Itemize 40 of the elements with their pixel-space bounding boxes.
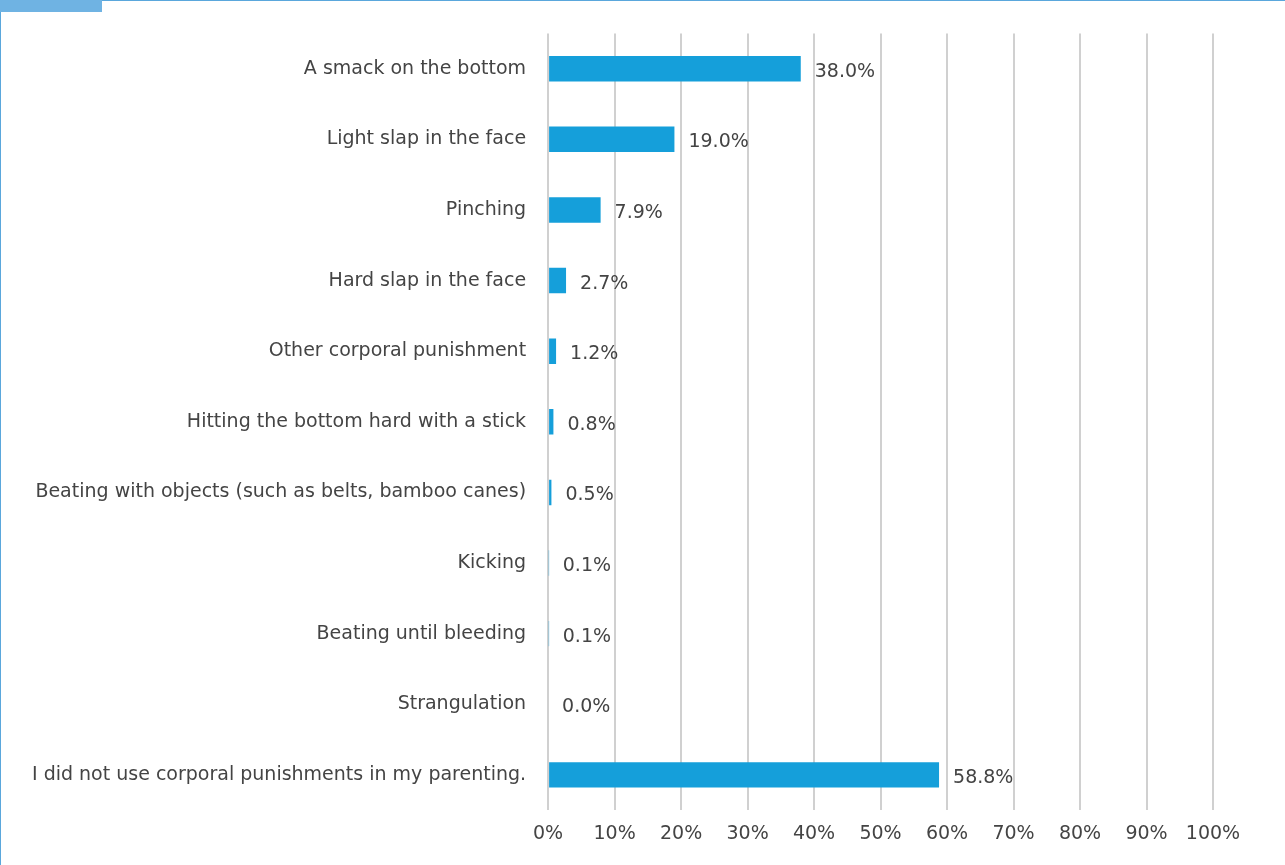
x-tick-label: 70% (992, 820, 1035, 843)
y-tick-label: Beating until bleeding (316, 620, 527, 643)
data-label: 19.0% (688, 129, 749, 152)
x-tick-label: 90% (1125, 820, 1168, 843)
data-label: 7.9% (614, 199, 663, 222)
data-label: 38.0% (814, 58, 876, 81)
data-label: 58.8% (953, 764, 1014, 787)
x-tick-label: 40% (792, 820, 836, 843)
bar (549, 338, 557, 364)
y-tick-label: Strangulation (397, 691, 527, 714)
y-tick-label: I did not use corporal punishments in my parenting. (32, 761, 527, 784)
data-label: 2.7% (580, 270, 629, 293)
y-tick-label: Hard slap in the face (328, 267, 527, 290)
x-tick-label: 60% (925, 820, 969, 843)
x-tick-label: 30% (726, 820, 769, 843)
y-tick-label: A smack on the bottom (303, 55, 527, 78)
x-tick-label: 50% (859, 820, 902, 843)
y-tick-label: Other corporal punishment (268, 338, 527, 361)
bar (549, 197, 601, 223)
data-label: 0.8% (567, 411, 616, 434)
bar (549, 267, 567, 294)
y-tick-label: Light slap in the face (326, 126, 527, 149)
data-label: 1.2% (570, 341, 619, 364)
data-label: 0.1% (562, 623, 612, 646)
y-tick-label: Hitting the bottom hard with a stick (186, 408, 527, 431)
bar (549, 409, 554, 435)
x-tick-label: 80% (1058, 820, 1102, 843)
y-tick-label: Beating with objects (such as belts, bamboo canes) (35, 479, 527, 502)
bar (549, 762, 940, 788)
data-label: 0.1% (562, 552, 612, 575)
x-tick-label: 10% (593, 820, 636, 843)
data-label: 0.0% (562, 694, 611, 717)
x-tick-label: 20% (659, 820, 703, 843)
x-tick-label: 100% (1185, 820, 1241, 843)
y-tick-label: Kicking (457, 549, 527, 572)
bar (549, 126, 675, 153)
bar (549, 56, 801, 82)
x-tick-label: 0% (533, 820, 564, 843)
y-tick-label: Pinching (445, 196, 527, 219)
data-label: 0.5% (565, 482, 614, 505)
